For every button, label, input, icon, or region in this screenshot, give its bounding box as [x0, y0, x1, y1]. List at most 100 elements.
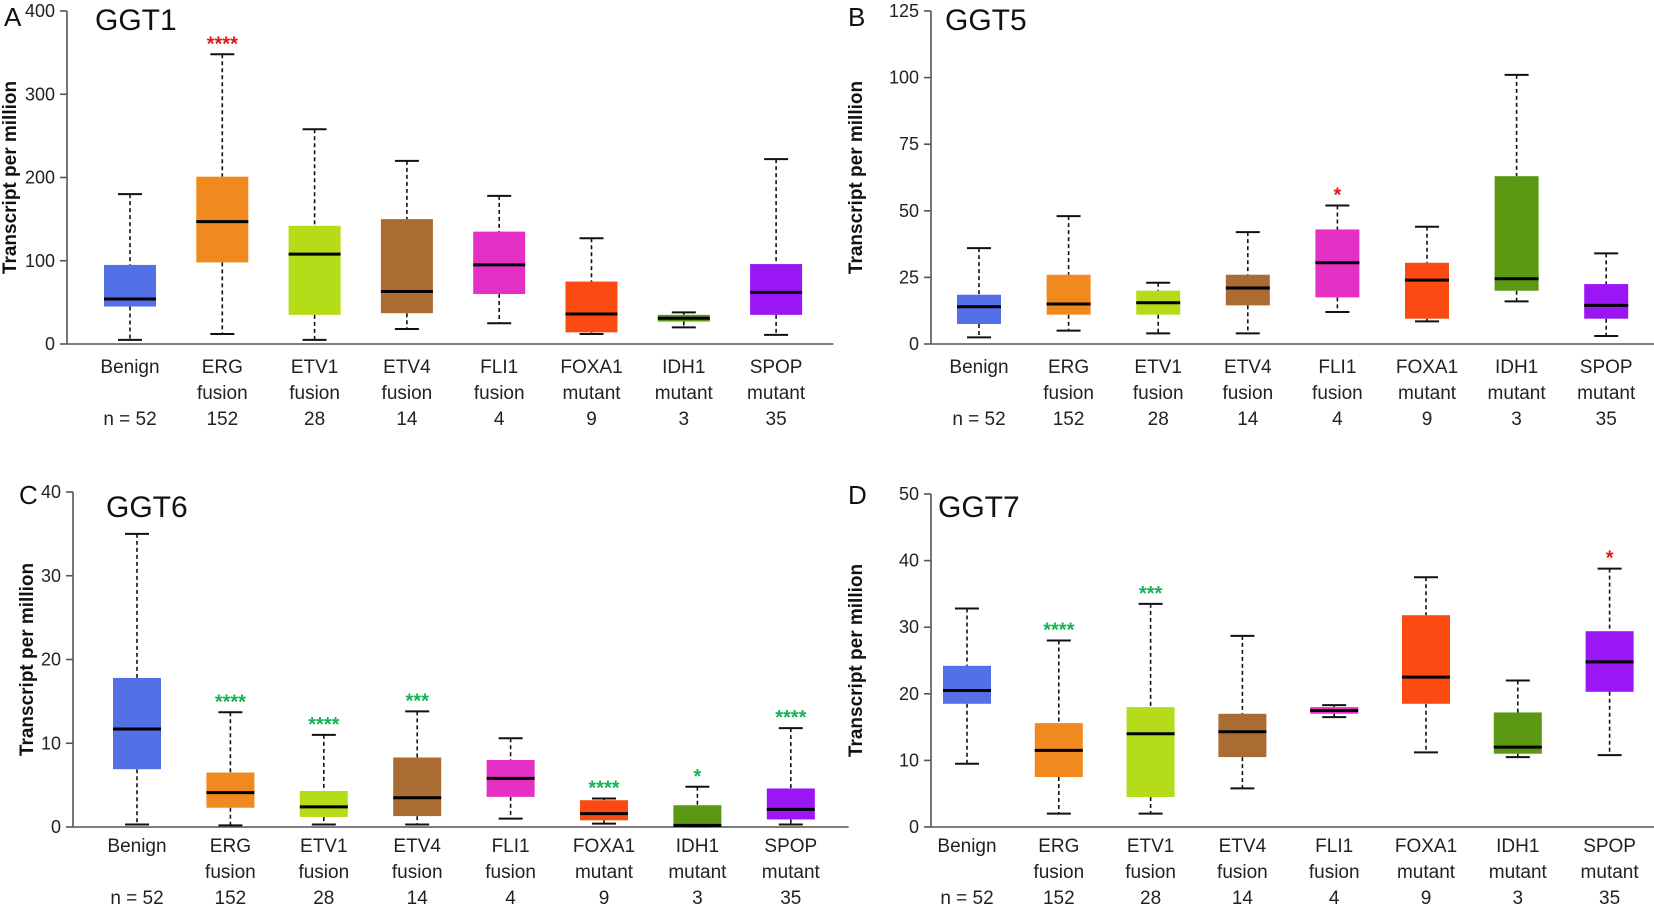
sample-size-label: 3 — [692, 888, 703, 905]
box-group-fli1-fusion: FLI1 fusion 4 — [1309, 704, 1360, 905]
box-group-etv4-fusion: *** ETV4 fusion 14 — [392, 690, 443, 905]
box-iqr — [1584, 284, 1629, 319]
category-label-line1: ETV1 — [1134, 357, 1182, 378]
category-label-line1: IDH1 — [676, 836, 719, 857]
y-tick-label: 30 — [899, 617, 919, 637]
category-label-line2: mutant — [1398, 383, 1457, 404]
box-group-erg-fusion: **** ERG fusion 152 — [205, 691, 256, 905]
category-label-line1: Benign — [937, 836, 996, 857]
box-iqr — [1126, 707, 1175, 798]
box-group-spop-mutant: **** SPOP mutant 35 — [762, 707, 821, 905]
box-iqr — [957, 294, 1001, 325]
sample-size-label: n = 52 — [952, 409, 1005, 430]
sample-size-label: 28 — [304, 409, 325, 430]
y-tick-label: 10 — [899, 750, 919, 770]
y-tick-label: 50 — [899, 484, 919, 504]
sample-size-label: 9 — [599, 888, 610, 905]
y-tick-label: 300 — [25, 84, 55, 104]
y-axis-label: Transcript per million — [846, 564, 867, 757]
category-label-line1: FOXA1 — [1396, 357, 1458, 378]
category-label-line1: ETV4 — [383, 357, 431, 378]
box-group-etv1-fusion: *** ETV1 fusion 28 — [1125, 583, 1176, 905]
sample-size-label: 9 — [1422, 409, 1433, 430]
box-group-idh1-mutant: IDH1 mutant 3 — [1488, 73, 1546, 430]
box-iqr — [1402, 615, 1450, 704]
significance-stars: **** — [1043, 620, 1074, 642]
sample-size-label: 3 — [1511, 409, 1522, 430]
category-label-line1: ETV4 — [1224, 357, 1272, 378]
sample-size-label: 9 — [586, 409, 597, 430]
box-iqr — [766, 788, 815, 820]
sample-size-label: 152 — [1043, 888, 1075, 905]
sample-size-label: 35 — [1599, 888, 1620, 905]
y-tick-label: 100 — [889, 68, 919, 88]
chart-title: GGT5 — [945, 4, 1027, 37]
box-group-spop-mutant: SPOP mutant 35 — [1577, 252, 1636, 430]
category-label-line1: FOXA1 — [560, 357, 622, 378]
box-iqr — [113, 677, 161, 770]
box-iqr — [393, 757, 442, 817]
box-iqr — [206, 772, 255, 808]
category-label-line1: Benign — [107, 836, 166, 857]
panel-d: D GGT7 Transcript per million 0 10 20 30 40 50 Be… — [846, 480, 1654, 905]
box-group-spop-mutant: * SPOP mutant 35 — [1581, 548, 1640, 905]
sample-size-label: 35 — [1596, 409, 1617, 430]
box-group-foxa1-mutant: FOXA1 mutant 9 — [1396, 225, 1458, 430]
box-group-etv1-fusion: **** ETV1 fusion 28 — [298, 714, 349, 905]
box-group-erg-fusion: **** ERG fusion 152 — [1033, 620, 1084, 905]
category-label-line1: ETV1 — [300, 836, 348, 857]
category-label-line2: mutant — [1581, 862, 1640, 883]
sample-size-label: 152 — [206, 409, 238, 430]
significance-stars: **** — [588, 778, 619, 800]
sample-size-label: 3 — [679, 409, 690, 430]
significance-stars: * — [1606, 548, 1614, 570]
chart-title: GGT6 — [106, 491, 188, 524]
sample-size-label: n = 52 — [103, 409, 156, 430]
category-label-line2: mutant — [668, 862, 727, 883]
y-axis-label: Transcript per million — [846, 81, 867, 274]
box-group-fli1-fusion: FLI1 fusion 4 — [485, 737, 536, 905]
category-label-line2: fusion — [485, 862, 536, 883]
box-group-etv4-fusion: ETV4 fusion 14 — [380, 159, 433, 430]
box-group-benign: Benign n = 52 — [100, 193, 160, 430]
category-label-line2: mutant — [562, 383, 621, 404]
box-iqr — [196, 176, 249, 263]
category-label-line1: ERG — [202, 357, 243, 378]
y-tick-label: 200 — [25, 168, 55, 188]
panel-letter: C — [19, 480, 38, 510]
category-label-line1: FLI1 — [492, 836, 530, 857]
box-group-idh1-mutant: IDH1 mutant 3 — [655, 311, 714, 430]
category-label-line2: fusion — [205, 862, 256, 883]
category-label-line1: ETV4 — [393, 836, 441, 857]
box-iqr — [1405, 262, 1449, 319]
significance-stars: **** — [215, 691, 246, 713]
category-label-line1: FLI1 — [1315, 836, 1353, 857]
category-label-line2: mutant — [1577, 383, 1636, 404]
panel-letter: D — [848, 480, 867, 510]
sample-size-label: 4 — [505, 888, 516, 905]
category-label-line1: SPOP — [1580, 357, 1633, 378]
y-tick-label: 0 — [51, 817, 61, 837]
box-iqr — [473, 231, 526, 295]
sample-size-label: 3 — [1513, 888, 1524, 905]
box-group-etv1-fusion: ETV1 fusion 28 — [1133, 281, 1184, 430]
box-iqr — [1218, 713, 1267, 758]
box-iqr — [1046, 274, 1091, 315]
category-label-line1: ETV1 — [1127, 836, 1175, 857]
category-label-line2: fusion — [197, 383, 248, 404]
significance-stars: * — [1334, 184, 1342, 206]
y-tick-label: 10 — [41, 733, 61, 753]
box-group-fli1-fusion: * FLI1 fusion 4 — [1312, 184, 1363, 430]
category-label-line1: Benign — [949, 357, 1008, 378]
y-tick-label: 0 — [45, 334, 55, 354]
y-tick-label: 125 — [889, 1, 919, 21]
category-label-line1: IDH1 — [1495, 357, 1538, 378]
box-group-fli1-fusion: FLI1 fusion 4 — [473, 194, 526, 430]
category-label-line2: mutant — [655, 383, 714, 404]
category-label-line2: fusion — [1222, 383, 1273, 404]
sample-size-label: n = 52 — [940, 888, 993, 905]
category-label-line2: mutant — [762, 862, 821, 883]
category-label-line2: fusion — [1033, 862, 1084, 883]
panel-letter: B — [848, 2, 865, 32]
sample-size-label: n = 52 — [110, 888, 163, 905]
